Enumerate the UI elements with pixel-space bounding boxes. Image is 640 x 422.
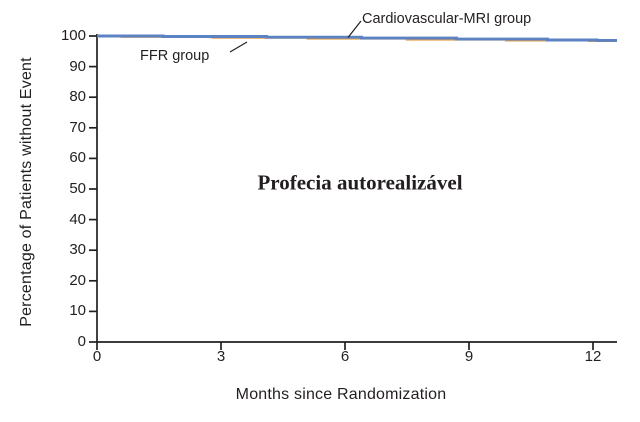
y-tick-label: 60 <box>69 149 86 167</box>
x-tick-label: 9 <box>464 348 474 365</box>
y-tick-label: 50 <box>69 180 86 197</box>
y-tick-label: 70 <box>69 118 86 136</box>
y-axis-title: Percentage of Patients without Event <box>18 57 35 327</box>
y-tick-label: 80 <box>69 88 86 106</box>
annotation-text: Profecia autorealizável <box>257 170 463 195</box>
series-label-ffr: FFR group <box>140 48 210 64</box>
y-tick-label: 20 <box>69 271 86 289</box>
x-tick-label: 6 <box>340 348 350 365</box>
x-tick-label: 12 <box>584 348 602 365</box>
y-tick-label: 40 <box>69 210 86 228</box>
y-tick-label: 0 <box>77 333 86 350</box>
y-tick-label: 90 <box>69 57 86 75</box>
leader-line-ffr <box>229 41 248 53</box>
series-label-cardiovascular-mri: Cardiovascular-MRI group <box>362 11 532 27</box>
y-tick-label: 30 <box>69 241 86 259</box>
x-tick-label: 0 <box>92 348 102 365</box>
series-curve-cardiovascular-mri <box>97 34 617 42</box>
x-tick-label: 3 <box>216 348 226 365</box>
leader-line-cmr <box>347 20 362 38</box>
y-tick-label: 10 <box>69 302 86 320</box>
y-tick-label: 100 <box>60 27 86 44</box>
x-axis-title: Months since Randomization <box>235 386 447 403</box>
